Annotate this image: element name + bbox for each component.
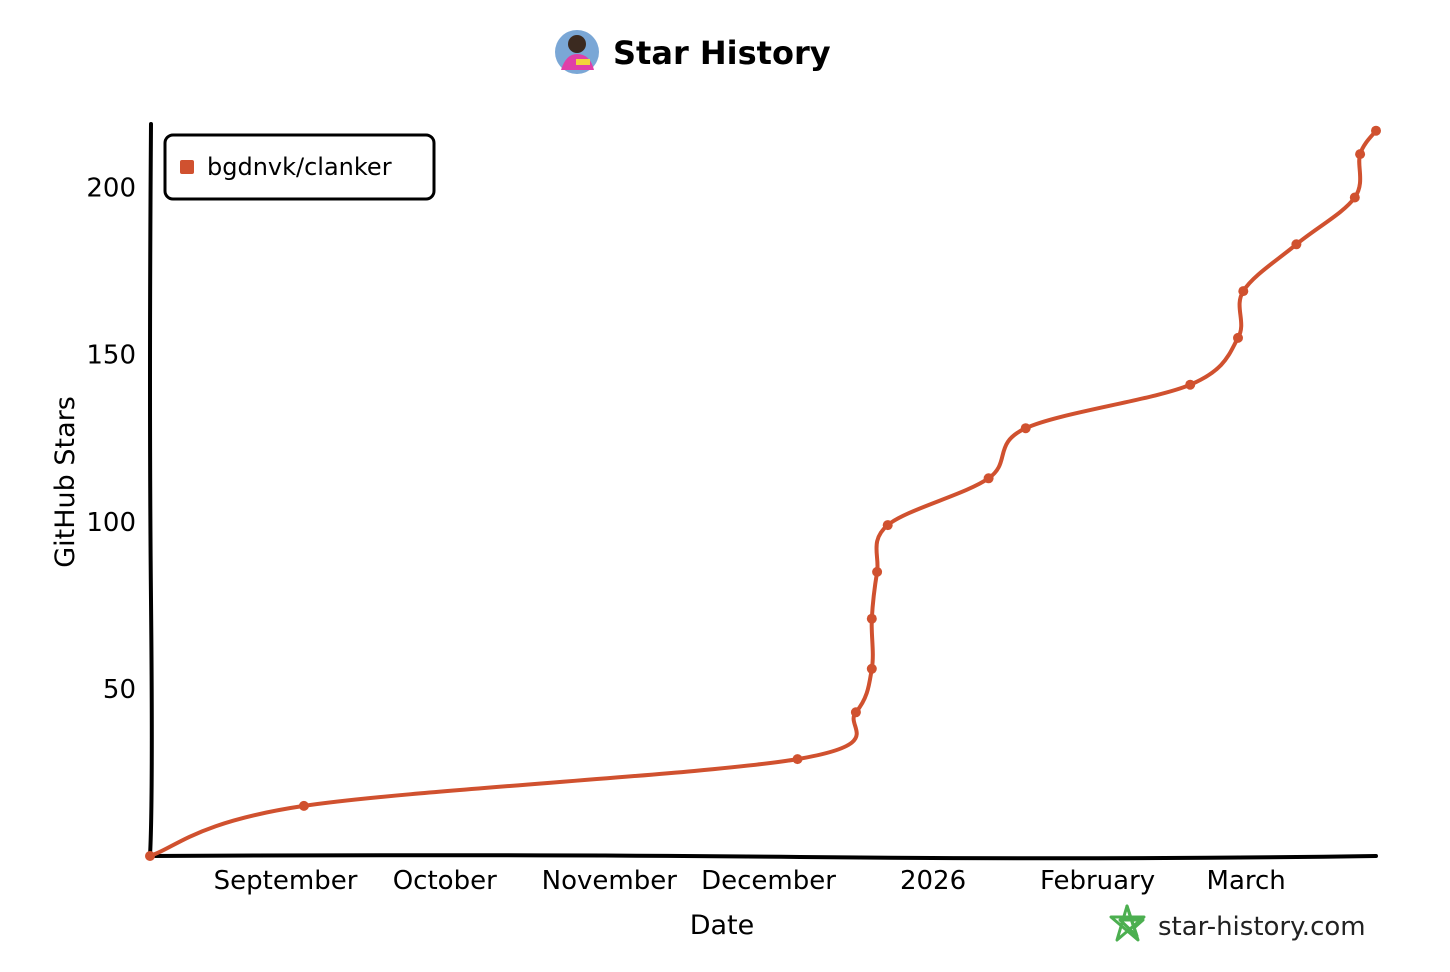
series-line bbox=[148, 128, 1378, 858]
x-tick-label: November bbox=[542, 866, 678, 896]
data-point bbox=[1355, 149, 1366, 160]
x-tick-label: September bbox=[214, 866, 358, 896]
avatar-icon bbox=[555, 30, 599, 74]
legend-item-label: bgdnvk/clanker bbox=[207, 153, 392, 181]
axes bbox=[148, 122, 1378, 861]
data-point bbox=[145, 851, 155, 861]
brand-text: star-history.com bbox=[1158, 912, 1366, 942]
x-tick-label: March bbox=[1207, 866, 1286, 896]
y-axis-line bbox=[148, 122, 154, 858]
data-point bbox=[1238, 286, 1249, 297]
series-layer bbox=[145, 125, 1381, 861]
data-point bbox=[1020, 423, 1031, 434]
y-tick-label: 50 bbox=[103, 675, 136, 705]
x-tick-label: 2026 bbox=[900, 866, 966, 896]
x-tick-label: October bbox=[393, 866, 497, 896]
y-axis-label: GitHub Stars bbox=[50, 396, 81, 568]
data-point bbox=[792, 754, 803, 765]
data-point bbox=[983, 473, 994, 484]
data-point bbox=[1371, 125, 1381, 136]
chart-title: Star History bbox=[613, 34, 831, 72]
data-point bbox=[298, 800, 309, 811]
data-point bbox=[1185, 379, 1196, 390]
x-tick-labels: September October November December 2026 Febr… bbox=[214, 866, 1286, 896]
data-point bbox=[1291, 239, 1302, 250]
data-point bbox=[866, 613, 877, 624]
legend-swatch bbox=[180, 160, 194, 174]
y-tick-labels: 50 100 150 200 bbox=[86, 174, 136, 705]
data-point bbox=[872, 566, 883, 577]
legend: bgdnvk/clanker bbox=[163, 133, 436, 201]
x-axis-line bbox=[148, 853, 1378, 861]
y-tick-label: 150 bbox=[86, 341, 136, 371]
data-point bbox=[882, 520, 893, 531]
data-point bbox=[1233, 332, 1243, 343]
y-tick-label: 100 bbox=[86, 508, 136, 538]
data-point bbox=[850, 707, 861, 718]
star-logo-icon bbox=[1109, 904, 1146, 942]
x-tick-label: February bbox=[1040, 866, 1155, 896]
data-point bbox=[1349, 192, 1360, 203]
x-axis-label: Date bbox=[690, 910, 755, 941]
legend-box bbox=[163, 133, 436, 201]
x-tick-label: December bbox=[701, 866, 836, 896]
y-tick-label: 200 bbox=[86, 174, 136, 204]
data-point bbox=[866, 663, 877, 674]
